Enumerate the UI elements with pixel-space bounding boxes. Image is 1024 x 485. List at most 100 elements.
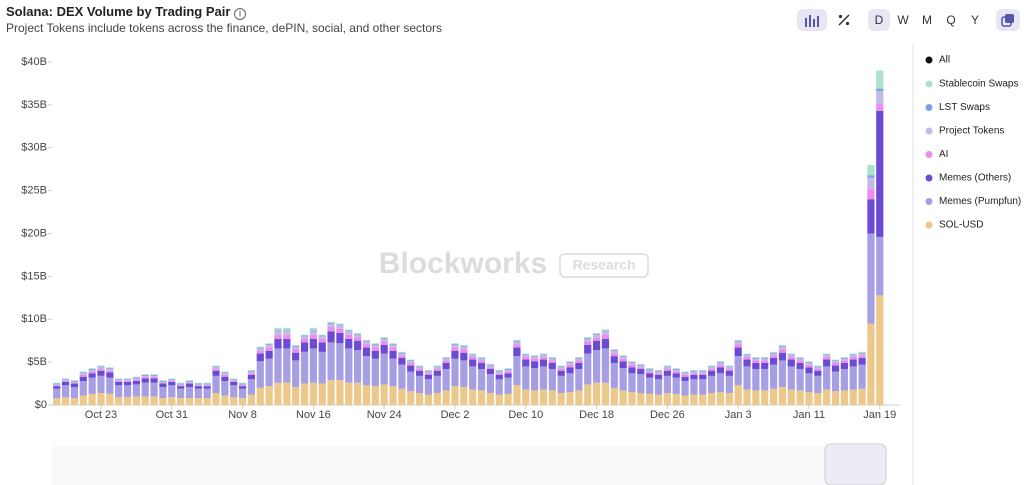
bar-segment <box>61 385 70 398</box>
percent-button[interactable] <box>831 9 857 31</box>
bar-segment <box>274 334 282 339</box>
bar-segment <box>460 352 468 361</box>
bar-segment <box>769 351 778 353</box>
bar-segment <box>486 367 494 369</box>
bar-segment <box>477 358 486 361</box>
bar-segment <box>654 374 663 380</box>
bar-segment <box>495 370 503 372</box>
legend: All Stablecoin Swaps LST Swaps Project Toke… <box>925 55 1021 231</box>
bar-segment <box>610 349 618 351</box>
bar-segment <box>716 367 725 374</box>
bar-segment <box>327 322 335 324</box>
legend-label[interactable]: Project Tokens <box>939 126 1004 137</box>
legend-label[interactable]: LST Swaps <box>939 102 990 113</box>
period-button[interactable]: M <box>922 13 932 27</box>
bar-segment <box>194 384 202 386</box>
bar-segment <box>734 385 742 405</box>
bar-segment <box>477 362 486 369</box>
bar-segment <box>663 392 671 405</box>
bar-segment <box>646 393 654 405</box>
bar-segment <box>256 361 264 388</box>
bar-segment <box>557 366 565 368</box>
bar-segment <box>424 373 433 375</box>
bar-segment <box>876 236 884 296</box>
bar-segment <box>274 330 282 332</box>
bar-segment <box>787 366 795 390</box>
bar-segment <box>654 370 663 372</box>
export-button[interactable] <box>996 9 1020 31</box>
period-button[interactable]: Q <box>946 13 956 27</box>
bar-segment <box>433 368 441 371</box>
bar-segment <box>141 382 149 397</box>
bar-segment <box>97 366 105 368</box>
bar-segment <box>442 390 450 405</box>
legend-label[interactable]: Memes (Others) <box>939 173 1011 184</box>
bar-segment <box>610 350 618 354</box>
bar-segment <box>734 344 742 348</box>
period-button[interactable]: D <box>868 9 890 31</box>
navigator-window[interactable] <box>824 443 887 485</box>
bar-segment <box>70 383 79 387</box>
bar-segment <box>389 347 397 351</box>
bar-segment <box>849 353 857 355</box>
bar-segment <box>557 370 565 376</box>
bar-segment <box>256 346 264 348</box>
bar-segment <box>283 330 291 332</box>
bar-segment <box>345 331 353 335</box>
bar-segment <box>300 338 309 343</box>
bar-segment <box>309 382 317 405</box>
period-button[interactable]: W <box>897 13 909 27</box>
legend-label[interactable]: Stablecoin Swaps <box>939 79 1019 90</box>
bar-segment <box>185 381 194 383</box>
legend-label[interactable]: Memes (Pumpfun) <box>939 196 1021 207</box>
bar-segment <box>725 365 733 367</box>
bar-segment <box>61 381 70 386</box>
bar-segment <box>300 335 309 337</box>
bar-segment <box>247 379 256 395</box>
bar-segment <box>778 345 787 347</box>
bar-segment <box>831 371 840 392</box>
bar-segment <box>451 386 459 405</box>
bar-segment <box>115 381 123 386</box>
legend-label[interactable]: AI <box>939 149 948 160</box>
info-icon[interactable]: i <box>234 8 247 20</box>
bar-segment <box>814 392 822 405</box>
bar-segment <box>867 233 875 324</box>
bar-segment <box>619 390 627 405</box>
bar-segment <box>97 392 105 405</box>
bar-segment <box>451 343 459 345</box>
bar-segment <box>610 362 618 388</box>
legend-label[interactable]: SOL-USD <box>939 220 983 231</box>
bar-segment <box>256 347 264 349</box>
bar-segment <box>380 338 388 339</box>
bar-segment <box>575 390 583 405</box>
period-button[interactable]: Y <box>970 13 979 27</box>
bar-segment <box>575 358 583 361</box>
y-tick-label: $0 <box>35 399 47 411</box>
bar-segment <box>177 384 185 386</box>
bar-segment <box>177 382 185 384</box>
bar-segment <box>177 398 185 405</box>
legend-label[interactable]: All <box>939 55 950 66</box>
bar-icon <box>805 15 819 27</box>
bar-segment <box>265 358 273 387</box>
bar-segment <box>495 374 503 380</box>
bar-segment <box>495 371 503 374</box>
bar-segment <box>132 377 140 379</box>
bar-segment <box>53 383 61 385</box>
bar-view-button[interactable] <box>797 9 827 31</box>
bar-segment <box>831 362 840 366</box>
bar-segment <box>150 376 158 379</box>
bar-segment <box>123 379 132 381</box>
bar-segment <box>123 380 132 382</box>
bar-segment <box>814 375 822 393</box>
bar-segment <box>354 337 362 341</box>
bar-segment <box>398 357 406 365</box>
bar-segment <box>398 355 406 358</box>
bar-segment <box>778 360 787 387</box>
bar-segment <box>681 380 689 396</box>
bar-segment <box>592 382 601 405</box>
bar-segment <box>318 335 326 337</box>
bar-segment <box>796 362 804 369</box>
